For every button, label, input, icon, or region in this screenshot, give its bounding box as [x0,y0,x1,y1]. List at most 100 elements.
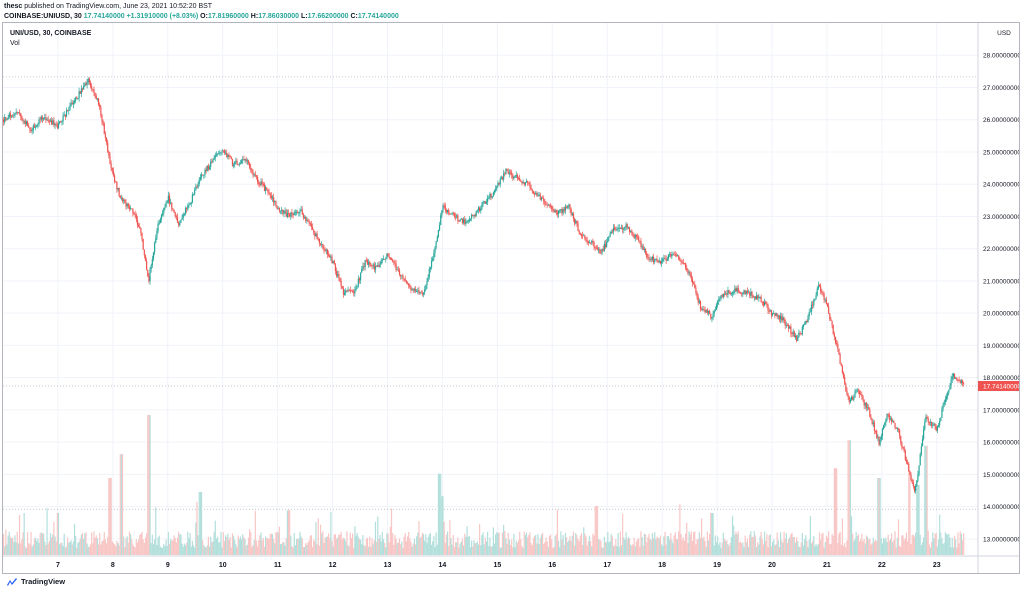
volume-bar [167,532,169,555]
candle-body [341,286,343,289]
close-label: C: [350,13,358,20]
volume-bar [338,534,340,555]
candle-body [311,226,314,230]
volume-bar [335,538,338,555]
candle-body [876,430,878,438]
volume-bar [958,543,960,555]
candle-body [575,220,577,224]
volume-bar [91,532,93,555]
volume-bar [531,545,533,555]
tradingview-brand[interactable]: TradingView [6,576,65,588]
volume-bar [434,546,436,555]
candle-body [270,195,272,199]
volume-bar [364,546,366,555]
candle-body [151,258,153,266]
candle-body [445,210,448,212]
volume-bar [913,536,916,555]
volume-bar [846,540,848,555]
volume-bar [527,537,529,555]
volume-bar [506,543,508,555]
candle-body [792,331,794,334]
candle-body [13,114,15,116]
volume-bar [560,531,562,555]
candle-body [679,259,681,261]
volume-bar [239,536,242,555]
volume-bar [181,543,183,555]
candle-body [836,343,838,345]
volume-bar [353,547,355,555]
volume-bar [711,513,713,555]
candle-body [602,249,604,251]
volume-bar [544,542,546,555]
candle-body [424,289,426,293]
volume-bar [190,546,192,555]
volume-bar [267,538,269,555]
candle-body [489,193,491,198]
volume-bar [472,546,474,555]
price-chart[interactable]: 13.0000000014.0000000015.0000000016.0000… [3,23,1019,573]
volume-bar [168,544,171,555]
time-tick-label: 22 [878,562,886,569]
candle-body [22,120,24,122]
volume-bar [361,544,363,555]
volume-bar [561,539,563,555]
volume-bar [408,532,410,555]
volume-bar [17,543,20,555]
volume-bar [25,547,28,555]
volume-bar [279,544,282,555]
volume-bar [176,537,179,555]
candle-body [135,214,137,220]
volume-bar [651,533,654,555]
candle-body [838,348,840,355]
volume-bar [160,547,163,555]
candle-body [634,234,636,238]
volume-bar [68,542,70,555]
candle-body [918,465,920,475]
candle-body [775,313,777,316]
volume-bar [622,513,624,555]
candle-body [574,218,576,224]
candle-body [47,119,49,122]
volume-bar [832,535,834,555]
price-tick-label: 22.00000000 [983,246,1019,253]
candle-body [309,222,311,224]
volume-bar [729,542,731,555]
volume-bar [655,539,657,555]
candle-body [570,209,572,215]
candle-body [388,256,390,258]
open-value: 17.81960000 [207,13,249,20]
volume-bar [582,544,584,555]
volume-bar [198,492,200,555]
candle-body [348,289,350,291]
candle-body [77,98,79,100]
volume-bar [303,546,306,555]
volume-bar [957,532,959,555]
candle-body [791,333,793,335]
volume-bar [35,537,37,555]
candle-body [167,195,169,202]
candle-body [831,320,833,326]
volume-bar [640,531,642,555]
volume-bar [31,546,33,555]
volume-bar [599,539,601,555]
candle-body [948,389,950,393]
candle-body [414,289,417,292]
candle-body [37,123,39,126]
chart-frame[interactable]: 13.00000000 14.00000000 15.00000000 16.0000… [2,22,1020,574]
volume-bar [152,544,155,555]
candle-body [128,206,131,209]
volume-bar [154,539,156,555]
candle-body [103,123,105,135]
volume-bar [755,546,758,555]
volume-bar [468,536,470,555]
volume-bar [133,546,135,555]
candle-body [347,289,349,291]
candle-body [754,296,757,300]
volume-bar [635,541,638,555]
volume-bar [354,526,356,555]
volume-bar [8,531,10,555]
volume-bar [413,538,415,555]
candle-body [690,274,692,280]
volume-bar [103,532,105,555]
candle-body [776,313,778,317]
